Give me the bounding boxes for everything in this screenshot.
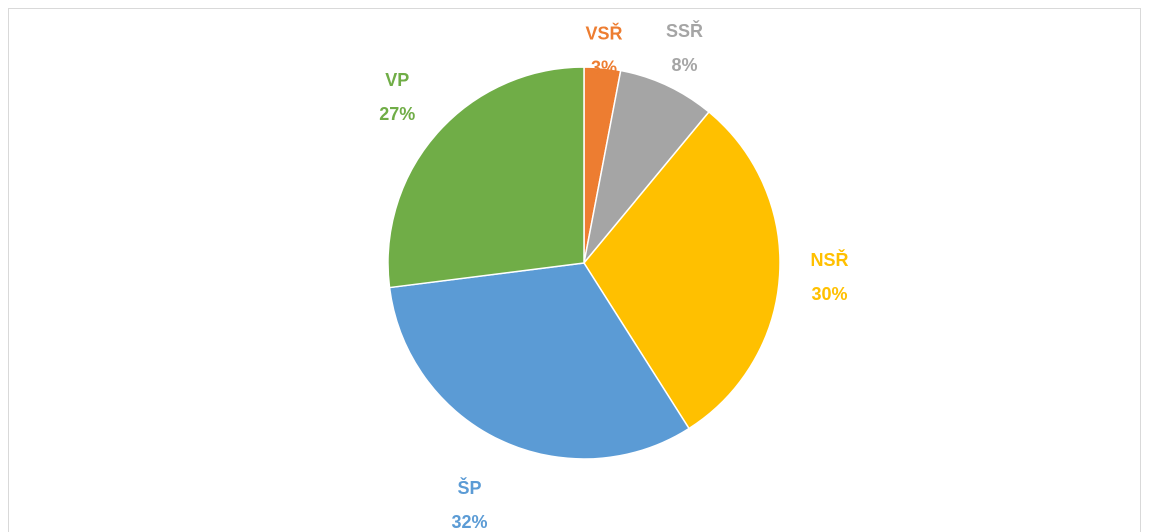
slice-value-label: 27%	[379, 104, 415, 124]
pie-slice	[388, 262, 691, 460]
pie-slice	[387, 66, 585, 289]
slice-value-label: 32%	[451, 512, 487, 532]
slice-value-label: 3%	[591, 58, 617, 78]
chart-border	[8, 8, 1141, 532]
slice-label: ŠP	[457, 477, 481, 498]
pie-slice	[583, 110, 781, 430]
slice-value-label: 30%	[811, 284, 847, 304]
slice-label: VSŘ	[585, 23, 622, 44]
slice-value-label: 8%	[671, 55, 697, 75]
pie-slice	[583, 69, 710, 264]
slice-label: VP	[385, 70, 409, 90]
slice-label: NSŘ	[811, 249, 849, 270]
slice-label: SSŘ	[666, 20, 703, 41]
